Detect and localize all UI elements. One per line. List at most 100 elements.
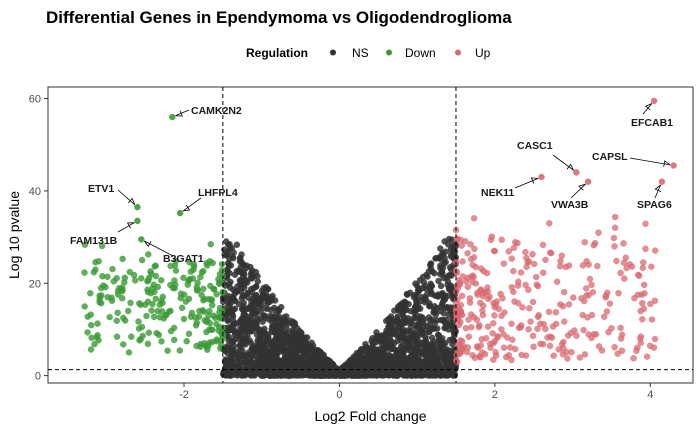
data-point-up: [561, 318, 568, 325]
data-point-ns: [442, 348, 449, 356]
data-point-ns: [240, 292, 248, 300]
data-point-down: [91, 340, 98, 348]
data-point-down: [183, 338, 190, 345]
data-point-down: [106, 313, 113, 321]
data-point-down: [108, 294, 115, 301]
gene-label: B3GAT1: [163, 253, 204, 265]
data-point-down: [211, 314, 219, 321]
data-point-ns: [440, 340, 447, 348]
data-point-down: [200, 285, 207, 293]
data-point-down: [109, 265, 116, 273]
data-point-up: [538, 173, 545, 181]
data-point-ns: [441, 296, 449, 303]
data-point-up: [518, 322, 525, 329]
data-point-down: [147, 290, 155, 297]
data-point-down: [190, 266, 197, 273]
data-point-ns: [238, 372, 246, 379]
data-point-down: [144, 340, 152, 348]
annotation-arrowhead: [127, 197, 136, 205]
data-point-down: [87, 290, 94, 297]
data-point-ns: [244, 332, 251, 340]
data-point-ns: [314, 347, 322, 354]
data-point-ns: [254, 278, 261, 285]
data-point-down: [81, 241, 89, 248]
annotation-arrowhead: [126, 222, 135, 229]
data-point-up: [563, 348, 570, 356]
data-point-up: [508, 356, 515, 364]
gene-label: NEK11: [481, 187, 514, 199]
data-point-up: [510, 288, 517, 296]
data-point-up: [489, 330, 496, 337]
data-point-ns: [369, 340, 377, 347]
chart-title: Differential Genes in Ependymoma vs Olig…: [46, 8, 512, 27]
data-point-up: [642, 220, 649, 228]
data-point-down: [170, 324, 178, 332]
data-point-up: [573, 169, 580, 176]
data-point-up: [546, 342, 554, 350]
data-point-ns: [367, 365, 374, 372]
data-point-down: [81, 303, 88, 310]
annotation-arrowhead: [175, 110, 183, 117]
data-point-ns: [230, 338, 237, 345]
data-point-ns: [228, 358, 236, 365]
data-point-up: [470, 215, 478, 222]
data-point-up: [464, 250, 471, 257]
data-point-ns: [411, 291, 418, 299]
data-point-up: [590, 241, 597, 249]
data-point-ns: [413, 326, 420, 333]
data-point-ns: [230, 249, 237, 256]
data-point-ns: [267, 312, 274, 319]
data-point-ns: [446, 264, 454, 271]
data-point-down: [178, 304, 186, 311]
data-point-ns: [225, 324, 232, 331]
data-point-up: [469, 352, 476, 359]
data-point-ns: [441, 324, 448, 332]
data-point-down: [90, 269, 98, 276]
x-tick-label: -2: [179, 389, 189, 401]
data-point-down: [145, 329, 153, 336]
data-point-down: [203, 260, 210, 267]
data-point-ns: [257, 333, 264, 341]
legend-label-up: Up: [475, 46, 491, 60]
data-point-ns: [408, 334, 416, 342]
data-point-up: [462, 238, 469, 245]
data-point-ns: [437, 245, 444, 252]
data-point-ns: [434, 331, 442, 338]
data-point-ns: [421, 359, 428, 366]
data-point-ns: [422, 340, 429, 347]
data-point-down: [137, 301, 144, 308]
data-point-ns: [296, 343, 303, 351]
data-point-up: [570, 294, 577, 301]
data-point-up: [547, 249, 554, 256]
data-point-up: [490, 320, 497, 327]
data-point-ns: [229, 317, 237, 324]
data-point-ns: [431, 347, 438, 355]
data-point-up: [459, 258, 466, 265]
annotation-arrow: [117, 222, 135, 233]
data-point-ns: [271, 316, 279, 323]
data-point-ns: [437, 264, 444, 272]
data-point-ns: [390, 369, 397, 377]
data-point-down: [216, 279, 223, 286]
data-point-up: [640, 259, 647, 266]
data-point-up: [648, 316, 656, 323]
annotation-arrow: [642, 103, 653, 115]
data-point-ns: [412, 304, 420, 311]
data-point-down: [87, 322, 95, 329]
data-point-ns: [376, 335, 384, 343]
data-point-ns: [432, 341, 440, 348]
data-point-up: [465, 316, 472, 323]
data-point-up: [477, 286, 484, 294]
data-point-up: [470, 274, 477, 281]
data-point-down: [157, 277, 165, 284]
data-point-ns: [326, 371, 333, 378]
data-point-up: [492, 301, 499, 308]
data-point-ns: [266, 360, 273, 367]
annotation-arrow: [570, 183, 586, 199]
data-point-up: [539, 241, 547, 249]
data-point-up: [512, 238, 519, 246]
gene-label: CAMK2N2: [191, 105, 242, 117]
data-point-up: [618, 331, 626, 338]
data-point-down: [138, 236, 145, 243]
